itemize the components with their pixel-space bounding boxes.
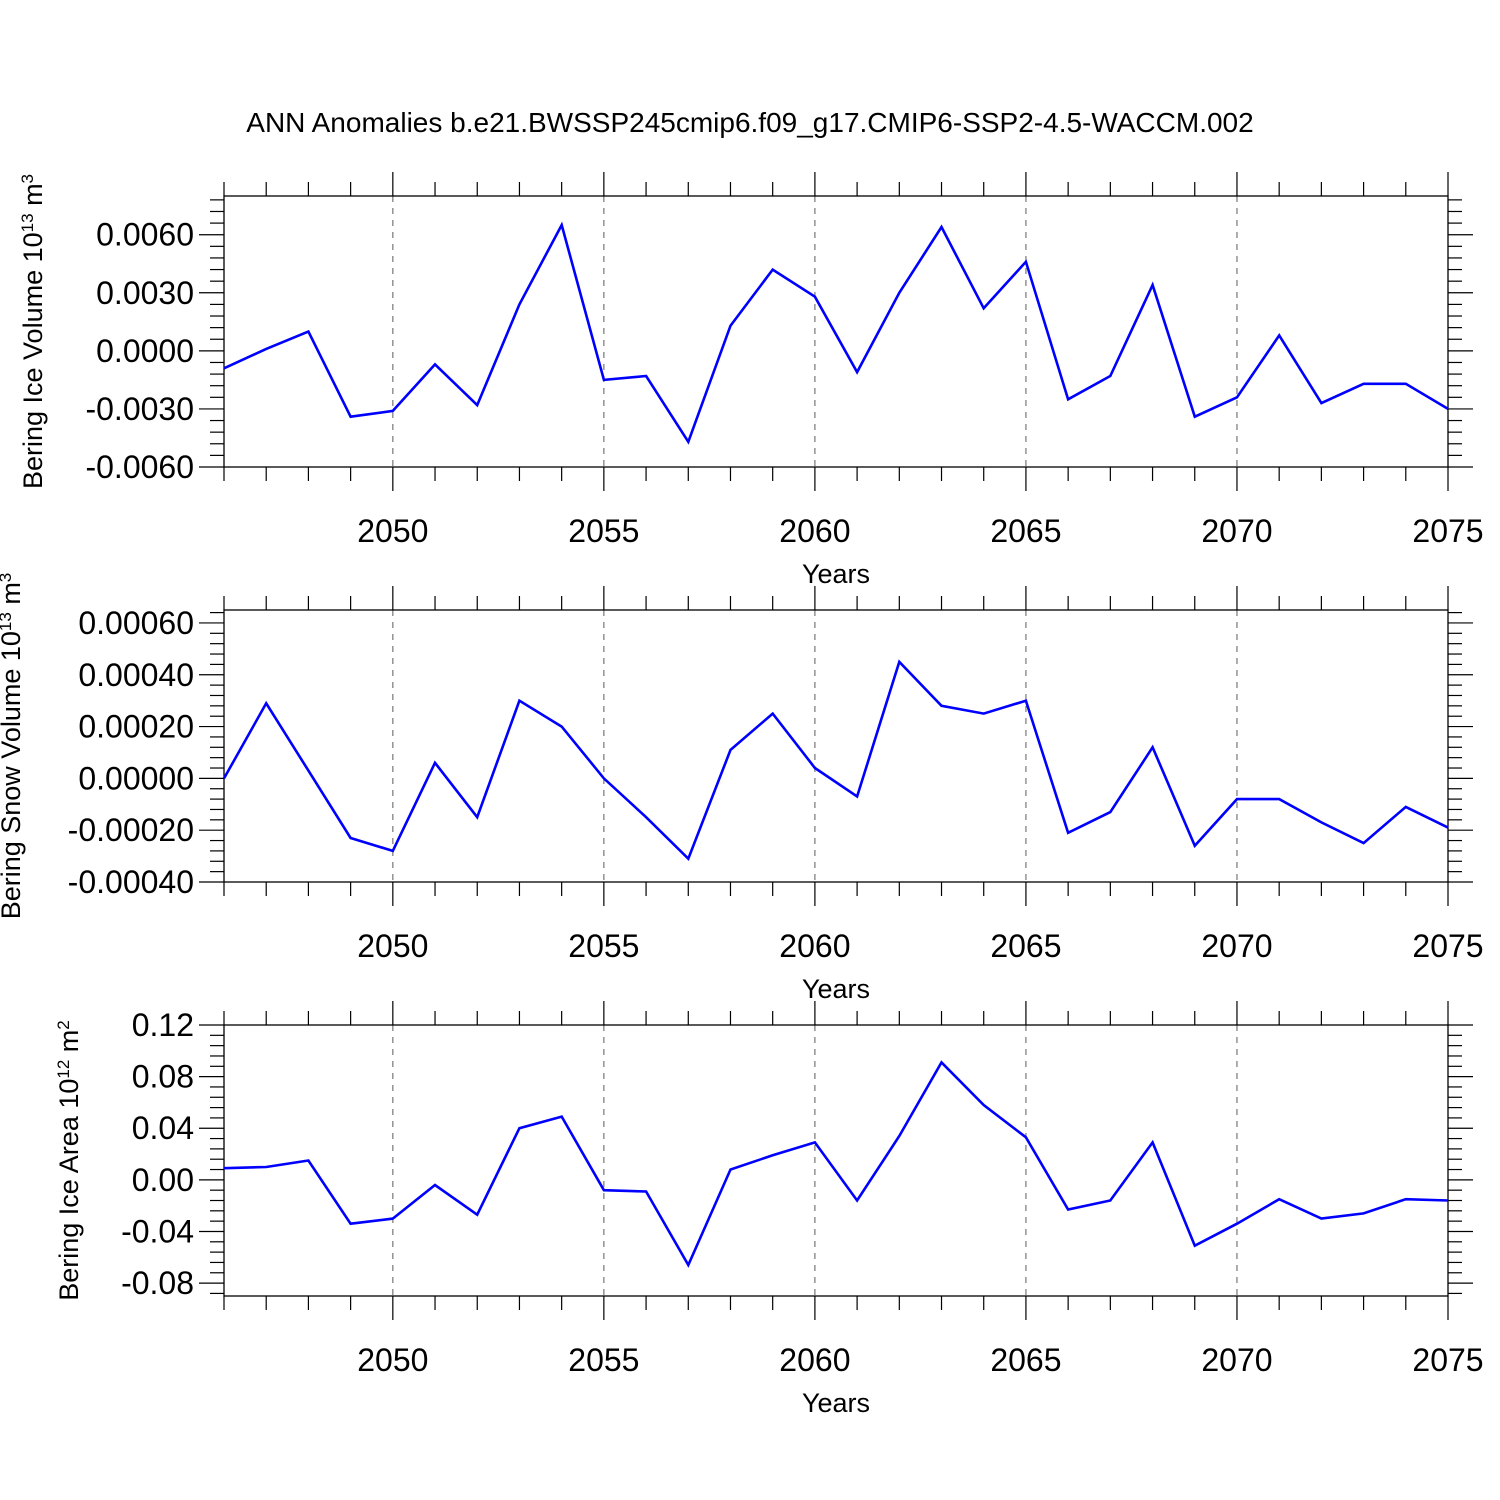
panel-3: -0.08 -0.04 0.00 0.04 0.08 0.12 2050 2055 2060 20… [54, 1001, 1484, 1418]
y-axis-label-part: m [54, 1030, 84, 1060]
panel-1: -0.0060 -0.0030 0.0000 0.0030 0.0060 2050 2055… [18, 172, 1484, 589]
x-axis-label: Years [802, 559, 870, 589]
x-tick-label: 2055 [568, 513, 639, 549]
series-line [223, 1060, 1449, 1268]
panel-2: -0.00040 -0.00020 0.00000 0.00020 0.00040 0.0… [0, 573, 1484, 1004]
y-axis-label-part: m [18, 183, 48, 213]
y-axis-label-part: m [0, 582, 26, 612]
y-axis-label-superscript: 2 [54, 1020, 73, 1029]
x-axis-label: Years [802, 1388, 870, 1418]
x-tick-label: 2065 [990, 928, 1061, 964]
y-axis-label-part: Bering Snow Volume 10 [0, 631, 26, 919]
y-axis-label-superscript: 3 [0, 573, 15, 582]
plot-frame [223, 195, 1449, 468]
x-tick-label: 2065 [990, 1342, 1061, 1378]
x-tick-label: 2060 [779, 1342, 850, 1378]
x-tick-label: 2050 [357, 1342, 428, 1378]
y-tick-label: 0.0060 [96, 217, 194, 253]
plot-frame [223, 1024, 1449, 1297]
y-tick-label: 0.04 [132, 1110, 194, 1146]
x-tick-label: 2075 [1412, 513, 1483, 549]
x-tick-label: 2070 [1201, 513, 1272, 549]
y-tick-label: 0.00 [132, 1162, 194, 1198]
x-tick-label: 2070 [1201, 928, 1272, 964]
y-tick-label: -0.00040 [68, 864, 194, 900]
y-axis-label-superscript: 3 [18, 174, 37, 183]
y-tick-label: 0.00060 [78, 605, 194, 641]
y-tick-label: 0.00000 [78, 760, 194, 796]
x-axis-label: Years [802, 974, 870, 1004]
y-tick-label: -0.0060 [85, 449, 194, 485]
y-axis-label-part: Bering Ice Area 10 [54, 1079, 84, 1301]
x-tick-label: 2060 [779, 928, 850, 964]
y-axis-label-part: Bering Ice Volume 10 [18, 232, 48, 489]
x-tick-label: 2065 [990, 513, 1061, 549]
y-tick-label: -0.08 [121, 1265, 194, 1301]
chart-title: ANN Anomalies b.e21.BWSSP245cmip6.f09_g1… [246, 107, 1253, 138]
y-tick-label: -0.0030 [85, 391, 194, 427]
y-tick-label: -0.04 [121, 1213, 194, 1249]
y-tick-label: -0.00020 [68, 812, 194, 848]
y-tick-label: 0.0030 [96, 275, 194, 311]
y-axis-label: Bering Snow Volume 1013 m3 [0, 573, 26, 920]
series-line [223, 221, 1449, 445]
x-tick-label: 2050 [357, 928, 428, 964]
y-axis-label-superscript: 13 [18, 213, 37, 232]
y-axis-label: Bering Ice Volume 1013 m3 [18, 174, 48, 489]
y-axis-label-superscript: 13 [0, 612, 15, 631]
y-tick-label: 0.08 [132, 1059, 194, 1095]
x-tick-label: 2055 [568, 928, 639, 964]
plot-frame [223, 609, 1449, 883]
x-tick-label: 2055 [568, 1342, 639, 1378]
x-tick-label: 2075 [1412, 928, 1483, 964]
y-tick-label: 0.0000 [96, 333, 194, 369]
y-axis-label-superscript: 12 [54, 1060, 73, 1079]
x-tick-label: 2075 [1412, 1342, 1483, 1378]
y-tick-label: 0.00040 [78, 657, 194, 693]
x-tick-label: 2060 [779, 513, 850, 549]
y-tick-label: 0.00020 [78, 709, 194, 745]
x-tick-label: 2070 [1201, 1342, 1272, 1378]
y-tick-label: 0.12 [132, 1007, 194, 1043]
y-axis-label: Bering Ice Area 1012 m2 [54, 1020, 84, 1301]
x-tick-label: 2050 [357, 513, 428, 549]
series-line [222, 659, 1449, 862]
